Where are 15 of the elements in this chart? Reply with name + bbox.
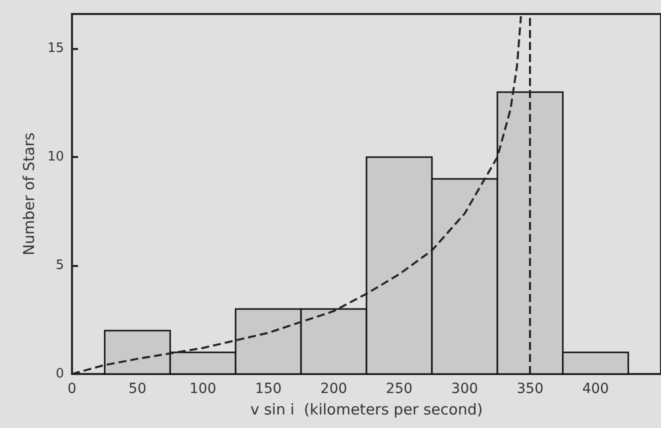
y-axis-title: Number of Stars [20,132,38,256]
x-tick-label: 300 [451,381,478,397]
y-tick-label: 0 [56,366,64,382]
x-tick-label: 250 [386,381,413,397]
x-tick-label: 400 [582,381,609,397]
y-tick-label: 10 [47,150,64,165]
x-tick-label: 350 [516,381,544,397]
x-tick-label: 50 [128,381,146,397]
y-tick-label: 5 [56,258,64,274]
x-tick-label: 150 [254,381,282,397]
x-axis-title: v sin i (kilometers per second) [250,400,483,418]
y-tick-label: 15 [47,41,64,56]
x-tick-label: 100 [190,381,216,397]
x-tick-label: 0 [68,381,76,397]
x-tick-label: 200 [320,381,348,397]
